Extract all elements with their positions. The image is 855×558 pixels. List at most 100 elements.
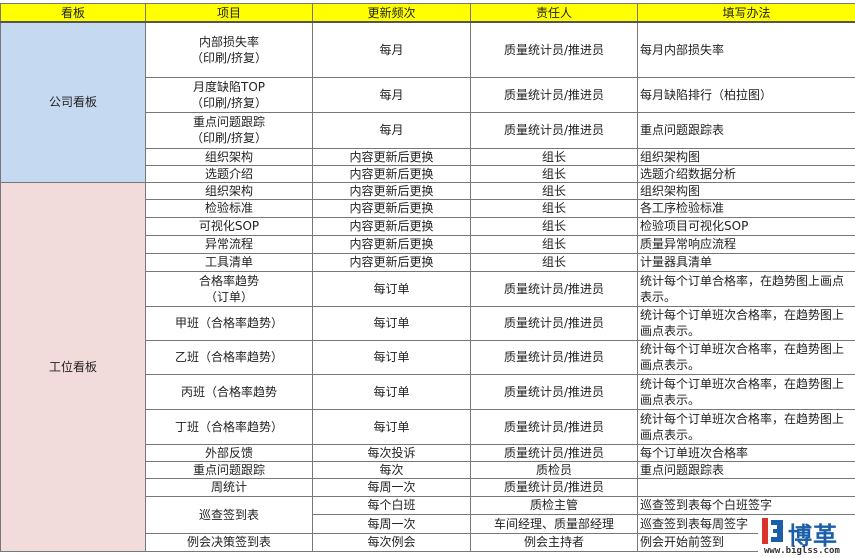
table-row: 选题介绍 内容更新后更换 组长 选题介绍数据分析 <box>1 164 855 183</box>
responsible-person: 组长 <box>470 252 638 272</box>
item-name: 例会决策签到表 <box>145 532 313 552</box>
fill-method <box>637 477 855 497</box>
update-frequency: 每订单 <box>312 305 471 341</box>
item-name: 外部反馈 <box>145 443 313 462</box>
board-name: 公司看板 <box>0 21 146 183</box>
table-row: 月度缺陷TOP （印刷/挤复） 每月 质量统计员/推进员 每月缺陷排行（柏拉图） <box>1 76 855 113</box>
update-frequency: 每次例会 <box>312 532 471 552</box>
fill-method: 选题介绍数据分析 <box>637 164 855 183</box>
table-row: 工位看板 组织架构 内容更新后更换 组长 组织架构图 <box>0 181 855 552</box>
header-method: 填写办法 <box>637 3 855 23</box>
responsible-person: 组长 <box>470 234 638 254</box>
responsible-person: 车间经理、质量部经理 <box>470 513 638 534</box>
fill-method: 统计每个订单班次合格率，在趋势图上画点表示。 <box>637 305 855 341</box>
item-name: 检验标准 <box>145 198 313 218</box>
logo-mark-icon <box>762 518 783 544</box>
table-row: 丁班（合格率趋势） 每订单 质量统计员/推进员 统计每个订单班次合格率，在趋势图上画点… <box>1 408 855 445</box>
logo-url: www.biglss.com <box>764 546 840 556</box>
update-frequency: 内容更新后更换 <box>312 234 471 254</box>
responsible-person: 质量统计员/推进员 <box>470 111 638 149</box>
fill-method: 巡查签到表每个白班签字 <box>637 495 855 515</box>
fill-method: 统计每个订单班次合格率，在趋势图上画点表示。 <box>637 408 855 445</box>
responsible-person: 质量统计员/推进员 <box>470 305 638 341</box>
kanban-table: 看板 项目 更新频次 责任人 填写办法 公司看板 内部损失率 （印刷/挤复） 每月质… <box>0 3 855 552</box>
responsible-person: 质量统计员/推进员 <box>470 408 638 445</box>
responsible-person: 组长 <box>470 181 638 200</box>
responsible-person: 质量统计员/推进员 <box>470 21 638 78</box>
fill-method: 每月内部损失率 <box>637 21 855 78</box>
responsible-person: 质量统计员/推进员 <box>470 443 638 462</box>
responsible-person: 质量统计员/推进员 <box>470 373 638 410</box>
update-frequency: 每次 <box>312 460 471 479</box>
update-frequency: 每月 <box>312 21 471 78</box>
responsible-person: 质检主管 <box>470 495 638 515</box>
update-frequency: 内容更新后更换 <box>312 147 471 166</box>
responsible-person: 质量统计员/推进员 <box>470 339 638 375</box>
watermark-logo: 博革 www.biglss.com <box>758 516 855 558</box>
update-frequency: 每订单 <box>312 373 471 410</box>
item-name: 周统计 <box>145 477 313 497</box>
item-name: 合格率趋势 （订单） <box>145 270 313 307</box>
update-frequency: 每次投诉 <box>312 443 471 462</box>
fill-method: 计量器具清单 <box>637 252 855 272</box>
table-row: 工具清单 内容更新后更换 组长 计量器具清单 <box>1 252 855 272</box>
item-name: 丁班（合格率趋势） <box>145 408 313 445</box>
fill-method: 重点问题跟踪表 <box>637 111 855 149</box>
item-name: 巡查签到表 <box>145 495 313 534</box>
item-name: 乙班（合格率趋势） <box>145 339 313 375</box>
responsible-person: 例会主持者 <box>470 532 638 552</box>
board-name: 工位看板 <box>0 181 146 552</box>
responsible-person: 组长 <box>470 147 638 166</box>
update-frequency: 内容更新后更换 <box>312 198 471 218</box>
item-name: 月度缺陷TOP （印刷/挤复） <box>145 76 313 113</box>
table-row: 周统计 每周一次 质量统计员/推进员 <box>1 477 855 497</box>
update-frequency: 每月 <box>312 76 471 113</box>
header-frequency: 更新频次 <box>312 3 471 23</box>
table-row: 可视化SOP 内容更新后更换 组长 检验项目可视化SOP <box>1 216 855 236</box>
item-name: 工具清单 <box>145 252 313 272</box>
fill-method: 统计每个订单合格率，在趋势图上画点表示。 <box>637 270 855 307</box>
item-name: 选题介绍 <box>145 164 313 183</box>
update-frequency: 内容更新后更换 <box>312 164 471 183</box>
update-frequency: 每订单 <box>312 270 471 307</box>
fill-method: 组织架构图 <box>637 181 855 200</box>
table-row: 丙班（合格率趋势 每订单 质量统计员/推进员 统计每个订单班次合格率，在趋势图上画点表… <box>1 373 855 410</box>
fill-method: 重点问题跟踪表 <box>637 460 855 479</box>
table-row: 公司看板 内部损失率 （印刷/挤复） 每月 质量统计员/推进员 每月内部损失率 <box>0 21 855 183</box>
fill-method: 质量异常响应流程 <box>637 234 855 254</box>
update-frequency: 每订单 <box>312 408 471 445</box>
responsible-person: 组长 <box>470 198 638 218</box>
update-frequency: 每月 <box>312 111 471 149</box>
responsible-person: 质量统计员/推进员 <box>470 477 638 497</box>
item-name: 组织架构 <box>145 147 313 166</box>
responsible-person: 质量统计员/推进员 <box>470 270 638 307</box>
table-row: 外部反馈 每次投诉 质量统计员/推进员 每个订单班次合格率 <box>1 443 855 462</box>
table-row: 组织架构 内容更新后更换 组长 组织架构图 <box>1 147 855 166</box>
update-frequency: 每周一次 <box>312 477 471 497</box>
fill-method: 每月缺陷排行（柏拉图） <box>637 76 855 113</box>
header-item: 项目 <box>145 3 313 23</box>
item-name: 甲班（合格率趋势） <box>145 305 313 341</box>
header-owner: 责任人 <box>470 3 638 23</box>
fill-method: 统计每个订单班次合格率，在趋势图上画点表示。 <box>637 339 855 375</box>
responsible-person: 组长 <box>470 164 638 183</box>
update-frequency: 内容更新后更换 <box>312 181 471 200</box>
update-frequency: 每个白班 <box>312 495 471 515</box>
update-frequency: 内容更新后更换 <box>312 252 471 272</box>
fill-method: 统计每个订单班次合格率，在趋势图上画点表示。 <box>637 373 855 410</box>
update-frequency: 内容更新后更换 <box>312 216 471 236</box>
item-name: 重点问题跟踪 （印刷/挤复） <box>145 111 313 149</box>
logo-brand: 博革 <box>788 522 838 550</box>
table-row: 巡查签到表 每个白班 质检主管 巡查签到表每个白班签字 <box>1 495 855 534</box>
item-name: 丙班（合格率趋势 <box>145 373 313 410</box>
update-frequency: 每订单 <box>312 339 471 375</box>
update-frequency: 每周一次 <box>312 513 471 534</box>
table-row: 重点问题跟踪 （印刷/挤复） 每月 质量统计员/推进员 重点问题跟踪表 <box>1 111 855 149</box>
responsible-person: 质检员 <box>470 460 638 479</box>
header-board: 看板 <box>0 3 146 23</box>
item-name: 重点问题跟踪 <box>145 460 313 479</box>
fill-method: 检验项目可视化SOP <box>637 216 855 236</box>
table-row: 检验标准 内容更新后更换 组长 各工序检验标准 <box>1 198 855 218</box>
responsible-person: 质量统计员/推进员 <box>470 76 638 113</box>
table-row: 乙班（合格率趋势） 每订单 质量统计员/推进员 统计每个订单班次合格率，在趋势图上画点… <box>1 339 855 375</box>
